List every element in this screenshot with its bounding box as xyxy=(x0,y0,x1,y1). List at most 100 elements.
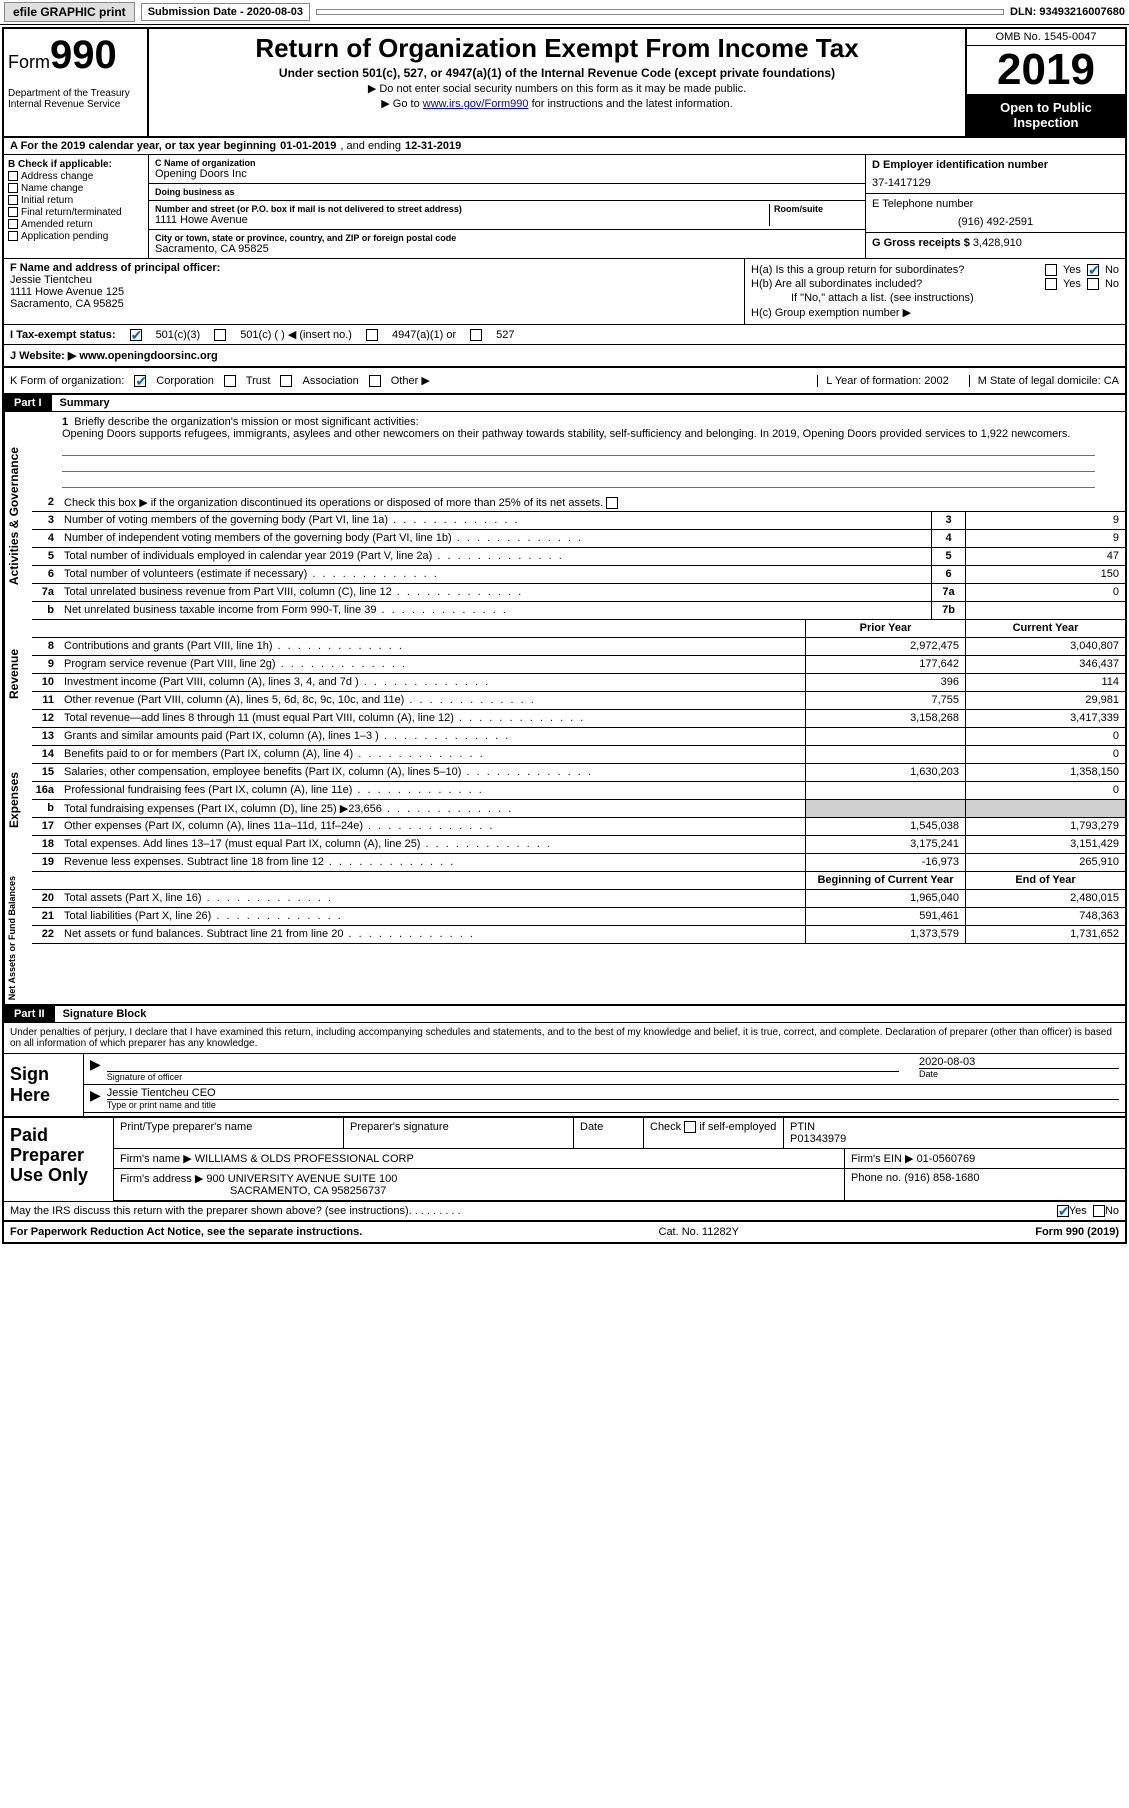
sig-officer-label: Signature of officer xyxy=(107,1072,899,1082)
addr-label: Number and street (or P.O. box if mail i… xyxy=(155,204,769,214)
blank-line xyxy=(62,474,1095,488)
hb-yes[interactable] xyxy=(1045,278,1057,290)
chk-initial-return[interactable]: Initial return xyxy=(8,195,144,206)
firm-addr-label: Firm's address ▶ xyxy=(120,1173,203,1185)
chk-name-change[interactable]: Name change xyxy=(8,183,144,194)
phone-cell: E Telephone number (916) 492-2591 xyxy=(866,194,1125,233)
hb-note: If "No," attach a list. (see instruction… xyxy=(751,292,1119,304)
arrow-icon: ▶ xyxy=(90,1056,101,1082)
chk-self-employed[interactable] xyxy=(684,1121,696,1133)
col-d-ein: D Employer identification number 37-1417… xyxy=(865,155,1125,258)
footer-cat: Cat. No. 11282Y xyxy=(659,1226,740,1238)
chk-amended[interactable]: Amended return xyxy=(8,219,144,230)
form-990: Form990 Department of the Treasury Inter… xyxy=(2,27,1127,1244)
row-k-form-org: K Form of organization: Corporation Trus… xyxy=(4,368,1125,395)
omb-number: OMB No. 1545-0047 xyxy=(967,29,1125,46)
signature-field[interactable] xyxy=(107,1056,899,1072)
efile-button[interactable]: efile GRAPHIC print xyxy=(4,2,135,22)
table-row: 10 Investment income (Part VIII, column … xyxy=(32,674,1125,692)
dept-treasury: Department of the Treasury Internal Reve… xyxy=(8,88,143,110)
preparer-row1: Print/Type preparer's name Preparer's si… xyxy=(114,1118,1125,1149)
website-url: www.openingdoorsinc.org xyxy=(79,350,217,362)
table-row: 17 Other expenses (Part IX, column (A), … xyxy=(32,818,1125,836)
chk-final-return[interactable]: Final return/terminated xyxy=(8,207,144,218)
firm-ein-label: Firm's EIN ▶ xyxy=(851,1153,914,1165)
section-activities: Activities & Governance 1 Briefly descri… xyxy=(4,412,1125,620)
section-fh: F Name and address of principal officer:… xyxy=(4,259,1125,325)
net-header: Beginning of Current Year End of Year xyxy=(32,872,1125,890)
chk-other[interactable] xyxy=(369,375,381,387)
k-label: K Form of organization: xyxy=(10,375,124,387)
year-formation: L Year of formation: 2002 xyxy=(817,375,949,387)
rowa-end: 12-31-2019 xyxy=(405,140,461,152)
addr-cell: Number and street (or P.O. box if mail i… xyxy=(149,201,865,230)
chk-501c3[interactable] xyxy=(130,329,142,341)
vlabel-activities: Activities & Governance xyxy=(4,412,32,620)
hdr-current-year: Current Year xyxy=(965,620,1125,637)
table-row: 11 Other revenue (Part VIII, column (A),… xyxy=(32,692,1125,710)
chk-assoc[interactable] xyxy=(280,375,292,387)
org-name-label: C Name of organization xyxy=(155,158,859,168)
hdr-end: End of Year xyxy=(965,872,1125,889)
paid-preparer-block: Paid Preparer Use Only Print/Type prepar… xyxy=(4,1116,1125,1201)
chk-527[interactable] xyxy=(470,329,482,341)
open-inspection: Open to Public Inspection xyxy=(967,94,1125,136)
form-number: Form990 xyxy=(8,33,143,78)
phone-label: E Telephone number xyxy=(872,198,1119,210)
discuss-yes[interactable] xyxy=(1057,1205,1069,1217)
table-row: 6 Total number of volunteers (estimate i… xyxy=(32,566,1125,584)
i-label: I Tax-exempt status: xyxy=(10,329,116,341)
table-row: 18 Total expenses. Add lines 13–17 (must… xyxy=(32,836,1125,854)
dba-cell: Doing business as xyxy=(149,184,865,201)
firm-phone: (916) 858-1680 xyxy=(904,1172,979,1184)
discuss-row: May the IRS discuss this return with the… xyxy=(4,1201,1125,1220)
firm-name-row: Firm's name ▶ WILLIAMS & OLDS PROFESSION… xyxy=(114,1149,1125,1169)
submission-date: Submission Date - 2020-08-03 xyxy=(141,3,310,21)
row-a-tax-year: A For the 2019 calendar year, or tax yea… xyxy=(4,138,1125,155)
section-expenses: Expenses 13 Grants and similar amounts p… xyxy=(4,728,1125,872)
table-row: 3 Number of voting members of the govern… xyxy=(32,512,1125,530)
footer-form: Form 990 (2019) xyxy=(1035,1226,1119,1238)
discuss-question: May the IRS discuss this return with the… xyxy=(10,1205,409,1217)
vlabel-expenses: Expenses xyxy=(4,728,32,872)
q1-num: 1 xyxy=(62,416,68,428)
section-bcd: B Check if applicable: Address change Na… xyxy=(4,155,1125,259)
discuss-no[interactable] xyxy=(1093,1205,1105,1217)
j-label: J Website: ▶ xyxy=(10,350,76,362)
officer-addr2: Sacramento, CA 95825 xyxy=(10,298,738,310)
chk-address-change[interactable]: Address change xyxy=(8,171,144,182)
header-left: Form990 Department of the Treasury Inter… xyxy=(4,29,149,136)
table-row: 13 Grants and similar amounts paid (Part… xyxy=(32,728,1125,746)
chk-discontinued[interactable] xyxy=(606,497,618,509)
chk-trust[interactable] xyxy=(224,375,236,387)
col-f-officer: F Name and address of principal officer:… xyxy=(4,259,745,324)
part-i-badge: Part I xyxy=(4,395,52,411)
section-net-assets: Net Assets or Fund Balances Beginning of… xyxy=(4,872,1125,1004)
irs-link[interactable]: www.irs.gov/Form990 xyxy=(423,98,529,110)
table-row: 22 Net assets or fund balances. Subtract… xyxy=(32,926,1125,944)
chk-corp[interactable] xyxy=(134,375,146,387)
firm-name-label: Firm's name ▶ xyxy=(120,1153,192,1165)
state-domicile: M State of legal domicile: CA xyxy=(969,375,1119,387)
firm-ein: 01-0560769 xyxy=(917,1153,976,1165)
chk-app-pending[interactable]: Application pending xyxy=(8,231,144,242)
hb-label: H(b) Are all subordinates included? xyxy=(751,278,1039,290)
table-row: 4 Number of independent voting members o… xyxy=(32,530,1125,548)
row-j-website: J Website: ▶ www.openingdoorsinc.org xyxy=(4,345,1125,368)
note-ssn: ▶ Do not enter social security numbers o… xyxy=(157,82,957,95)
table-row: b Net unrelated business taxable income … xyxy=(32,602,1125,620)
ha-yes[interactable] xyxy=(1045,264,1057,276)
firm-addr1: 900 UNIVERSITY AVENUE SUITE 100 xyxy=(206,1173,397,1185)
col-c-org-info: C Name of organization Opening Doors Inc… xyxy=(149,155,865,258)
chk-501c[interactable] xyxy=(214,329,226,341)
ha-no[interactable] xyxy=(1087,264,1099,276)
gross-label: G Gross receipts $ xyxy=(872,237,970,249)
name-title-label: Type or print name and title xyxy=(107,1100,1119,1110)
rowa-begin: 01-01-2019 xyxy=(280,140,336,152)
rowa-pre: A For the 2019 calendar year, or tax yea… xyxy=(10,140,276,152)
prep-sig-label: Preparer's signature xyxy=(350,1121,567,1133)
footer-left: For Paperwork Reduction Act Notice, see … xyxy=(10,1226,362,1238)
hb-no[interactable] xyxy=(1087,278,1099,290)
tax-year: 2019 xyxy=(967,46,1125,94)
chk-4947[interactable] xyxy=(366,329,378,341)
